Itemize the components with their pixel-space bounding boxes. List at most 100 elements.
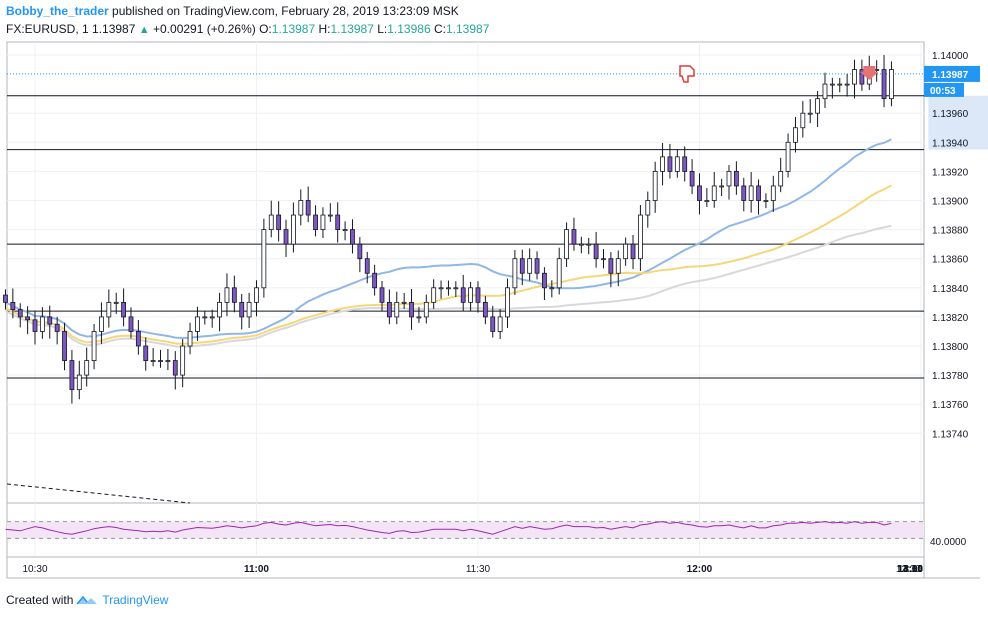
candles: [3, 55, 894, 404]
candle-body: [623, 243, 629, 260]
candle-body: [128, 316, 134, 332]
ma-slow-line: [5, 224, 892, 348]
rsi-line: [5, 521, 892, 535]
candle-body: [446, 287, 451, 290]
candle-body: [409, 301, 414, 318]
candle-body: [608, 258, 614, 274]
candle-body: [121, 301, 126, 318]
rectangle-zone[interactable]: [928, 95, 988, 150]
ma-fast-line: [5, 138, 892, 340]
countdown-label: 00:53: [930, 86, 956, 97]
candle-body: [69, 360, 75, 391]
candle-body: [689, 170, 695, 187]
author-name[interactable]: Bobby_the_trader: [6, 4, 109, 18]
high-label: H:: [318, 22, 331, 36]
candle-body: [187, 331, 193, 347]
candle-body: [327, 214, 333, 217]
candle-body: [416, 316, 422, 319]
moving-averages: [5, 138, 892, 348]
low-value: 1.13986: [387, 22, 431, 36]
thumbs-down-icon: [679, 65, 695, 83]
candle-body: [99, 316, 104, 332]
candle-body: [638, 214, 643, 260]
last-price-tag-label: 1.13987: [932, 70, 969, 81]
candle-body: [291, 214, 296, 245]
candle-body: [881, 69, 887, 100]
candle-body: [335, 214, 341, 231]
candle-body: [534, 258, 540, 274]
tradingview-logo-icon: [76, 595, 98, 605]
time-tick-label: 14: [912, 564, 924, 575]
candle-body: [172, 360, 178, 376]
candle-body: [209, 316, 215, 319]
price-axis[interactable]: 1.14000 1.13960 1.13940 1.13920 1.13900 1.138…: [924, 51, 980, 548]
close-label: C:: [433, 22, 446, 36]
candle-body: [556, 258, 562, 289]
countdown-tag: [924, 82, 964, 97]
candle-body: [726, 170, 732, 187]
candle-body: [39, 316, 45, 332]
time-tick-label: 12:30: [896, 564, 921, 575]
candle-body: [32, 319, 38, 332]
price-tick-label: 1.13940: [932, 138, 969, 149]
open-value: 1.13987: [271, 22, 316, 36]
candle-body: [217, 301, 222, 318]
high-value: 1.13987: [330, 22, 374, 36]
last-price-tag: [924, 65, 980, 82]
candle-body: [25, 316, 31, 321]
candle-body: [135, 331, 141, 347]
candle-body: [719, 185, 725, 188]
candle-body: [438, 287, 444, 290]
candle-body: [667, 156, 673, 172]
candle-body: [47, 316, 53, 325]
candle-body: [54, 323, 60, 332]
time-tick-label: 12:00: [687, 564, 713, 575]
candle-body: [246, 301, 252, 318]
candle-body: [350, 229, 355, 245]
candle-body: [497, 316, 503, 332]
ma-mid-line: [5, 184, 892, 345]
publication-line: Bobby_the_trader published on TradingVie…: [6, 4, 459, 18]
sell-arrow-icon: [860, 66, 879, 80]
candle-body: [195, 316, 200, 332]
candle-body: [3, 294, 8, 303]
candle-body: [837, 83, 843, 86]
candle-body: [394, 301, 400, 318]
candle-body: [490, 316, 496, 332]
candle-body: [202, 316, 208, 319]
price-change: +0.00291 (+0.26%): [153, 22, 256, 36]
horizontal-levels[interactable]: [6, 73, 924, 504]
candle-body: [660, 156, 665, 172]
rsi-tick-label: 40.0000: [930, 537, 967, 548]
candle-body: [305, 200, 311, 216]
low-label: L:: [377, 22, 388, 36]
candle-body: [113, 301, 119, 304]
candle-body: [401, 301, 407, 304]
time-tick-label: 11:30: [466, 564, 491, 575]
candle-body: [512, 258, 518, 289]
candle-body: [84, 360, 90, 376]
candle-body: [475, 287, 481, 303]
candle-body: [822, 83, 828, 100]
candle-body: [630, 243, 636, 260]
candle-body: [770, 185, 776, 201]
candle-body: [62, 331, 67, 361]
candle-body: [549, 287, 555, 290]
time-axis[interactable]: 10:30 11:00 11:30 12:00 12:3013:0013:3014:00…: [22, 564, 923, 575]
candle-body: [460, 287, 466, 303]
candle-body: [682, 156, 688, 172]
tradingview-link[interactable]: TradingView: [102, 593, 169, 607]
candle-body: [10, 301, 16, 311]
candle-body: [829, 83, 835, 86]
candle-body: [763, 200, 769, 202]
candle-body: [815, 98, 820, 114]
candle-body: [239, 301, 245, 318]
candle-body: [527, 258, 533, 274]
candle-body: [468, 287, 473, 303]
candle-body: [91, 331, 97, 361]
symbol-label: FX:EURUSD, 1: [6, 22, 89, 36]
candle-body: [482, 301, 488, 318]
candle-body: [674, 156, 680, 172]
candle-body: [276, 214, 282, 231]
